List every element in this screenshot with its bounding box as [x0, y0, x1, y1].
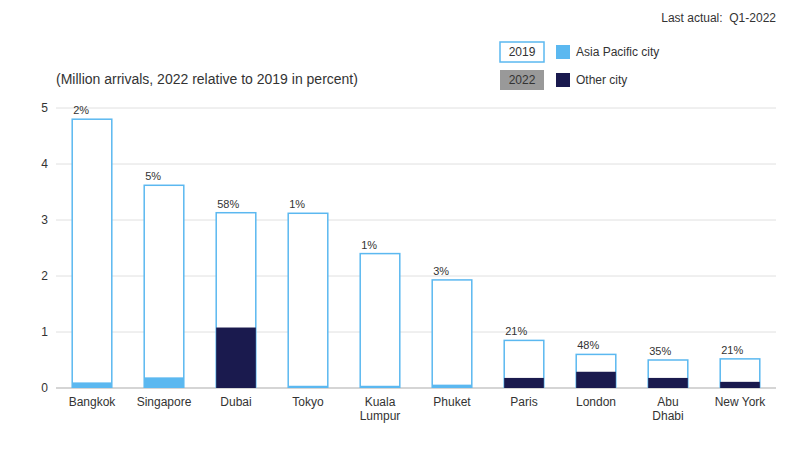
- bar-2019: [216, 213, 256, 388]
- bar-2019: [360, 254, 400, 388]
- x-tick-label-line: Dhabi: [652, 409, 683, 423]
- bar-2019: [648, 360, 688, 388]
- legend-swatch: [500, 70, 544, 90]
- x-tick-label-line: New York: [715, 395, 767, 409]
- legend-swatch: [556, 73, 570, 87]
- pct-label: 3%: [433, 265, 449, 277]
- bar-2019: [144, 185, 184, 388]
- legend-label: Other city: [576, 73, 627, 87]
- chart: 0 1 2 3 4 5 Bangkok Singapore Dubai Tokyo KualaLum…: [0, 0, 800, 450]
- title: (Million arrivals, 2022 relative to 2019…: [56, 71, 358, 87]
- note: Last actual: Q1-2022: [661, 11, 776, 25]
- pct-label: 2%: [73, 104, 89, 116]
- y-tick-label: 0: [41, 381, 48, 395]
- x-tick-label: Bangkok: [69, 395, 117, 409]
- bar-2022: [144, 377, 184, 388]
- bar-2022: [504, 378, 544, 388]
- y-tick-label: 2: [41, 269, 48, 283]
- bar-2019: [72, 119, 112, 388]
- bar-2022: [360, 386, 400, 388]
- y-tick-label: 4: [41, 157, 48, 171]
- x-tick-label: Tokyo: [292, 395, 324, 409]
- legend-label: 2022: [509, 73, 536, 87]
- bar-2022: [72, 382, 112, 388]
- pct-label: 48%: [577, 339, 599, 351]
- bar-2022: [288, 386, 328, 388]
- bars: [72, 119, 760, 388]
- bar-2022: [576, 372, 616, 388]
- x-tick-label: KualaLumpur: [360, 395, 401, 423]
- x-tick-label-line: Bangkok: [69, 395, 117, 409]
- y-tick-label: 3: [41, 213, 48, 227]
- bar-2022: [432, 385, 472, 388]
- legend-swatch: [500, 42, 544, 62]
- y-tick-label: 5: [41, 101, 48, 115]
- pct-label: 21%: [505, 325, 527, 337]
- pct-label: 1%: [361, 239, 377, 251]
- x-tick-label: Paris: [510, 395, 537, 409]
- pct-label: 21%: [721, 344, 743, 356]
- bar-2022: [720, 382, 760, 388]
- legend-label: Asia Pacific city: [576, 45, 659, 59]
- legend: 2019 2022 Asia Pacific city Other city: [500, 42, 659, 90]
- legend-swatch: [556, 45, 570, 59]
- x-tick-label: Dubai: [220, 395, 251, 409]
- x-tick-label-line: Singapore: [137, 395, 192, 409]
- x-tick-label-line: Phuket: [433, 395, 471, 409]
- x-tick-label-line: Paris: [510, 395, 537, 409]
- bar-2019: [720, 359, 760, 388]
- pct-label: 35%: [649, 345, 671, 357]
- x-tick-label-line: Abu: [657, 395, 678, 409]
- x-tick-label-line: Dubai: [220, 395, 251, 409]
- grid-line: [56, 164, 776, 165]
- grid-line: [56, 108, 776, 109]
- y-tick-label: 1: [41, 325, 48, 339]
- bar-2019: [504, 340, 544, 388]
- bar-2022: [216, 328, 256, 388]
- bar-2019: [288, 213, 328, 388]
- legend-label: 2019: [509, 45, 536, 59]
- pct-label: 58%: [217, 198, 239, 210]
- x-tick-label: Phuket: [433, 395, 471, 409]
- bar-2019: [576, 354, 616, 388]
- bar-2022: [648, 378, 688, 388]
- x-tick-label: New York: [715, 395, 767, 409]
- pct-label: 1%: [289, 198, 305, 210]
- x-tick-label-line: Kuala: [365, 395, 396, 409]
- x-tick-label-line: London: [576, 395, 616, 409]
- x-tick-label: Singapore: [137, 395, 192, 409]
- x-tick-label-line: Tokyo: [292, 395, 324, 409]
- x-tick-label: London: [576, 395, 616, 409]
- pct-label: 5%: [145, 170, 161, 182]
- x-tick-label: AbuDhabi: [652, 395, 683, 423]
- bar-2019: [432, 280, 472, 388]
- x-tick-label-line: Lumpur: [360, 409, 401, 423]
